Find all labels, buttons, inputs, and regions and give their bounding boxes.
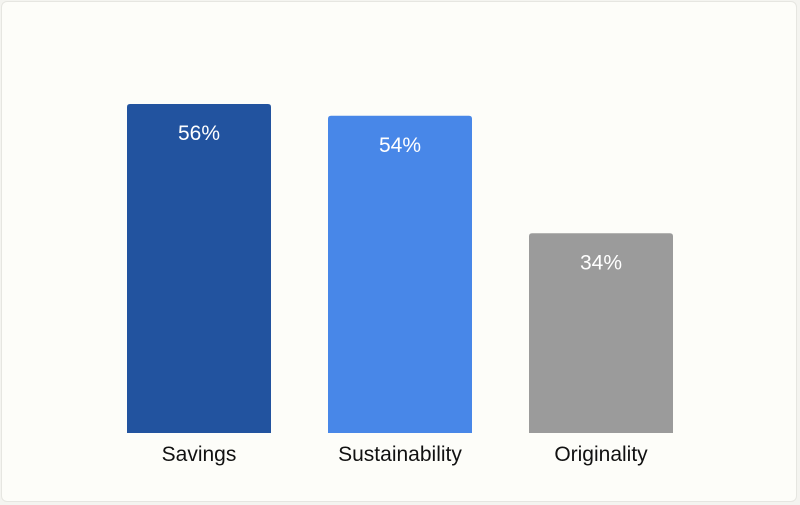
value-label-originality: 34% — [580, 251, 622, 274]
value-label-sustainability: 54% — [379, 134, 421, 157]
category-label-originality: Originality — [554, 443, 648, 466]
category-label-sustainability: Sustainability — [338, 443, 462, 466]
category-label-savings: Savings — [162, 443, 237, 466]
bar-originality — [529, 233, 673, 433]
bar-sustainability — [328, 115, 472, 433]
bar-savings — [127, 104, 271, 433]
value-label-savings: 56% — [178, 122, 220, 145]
